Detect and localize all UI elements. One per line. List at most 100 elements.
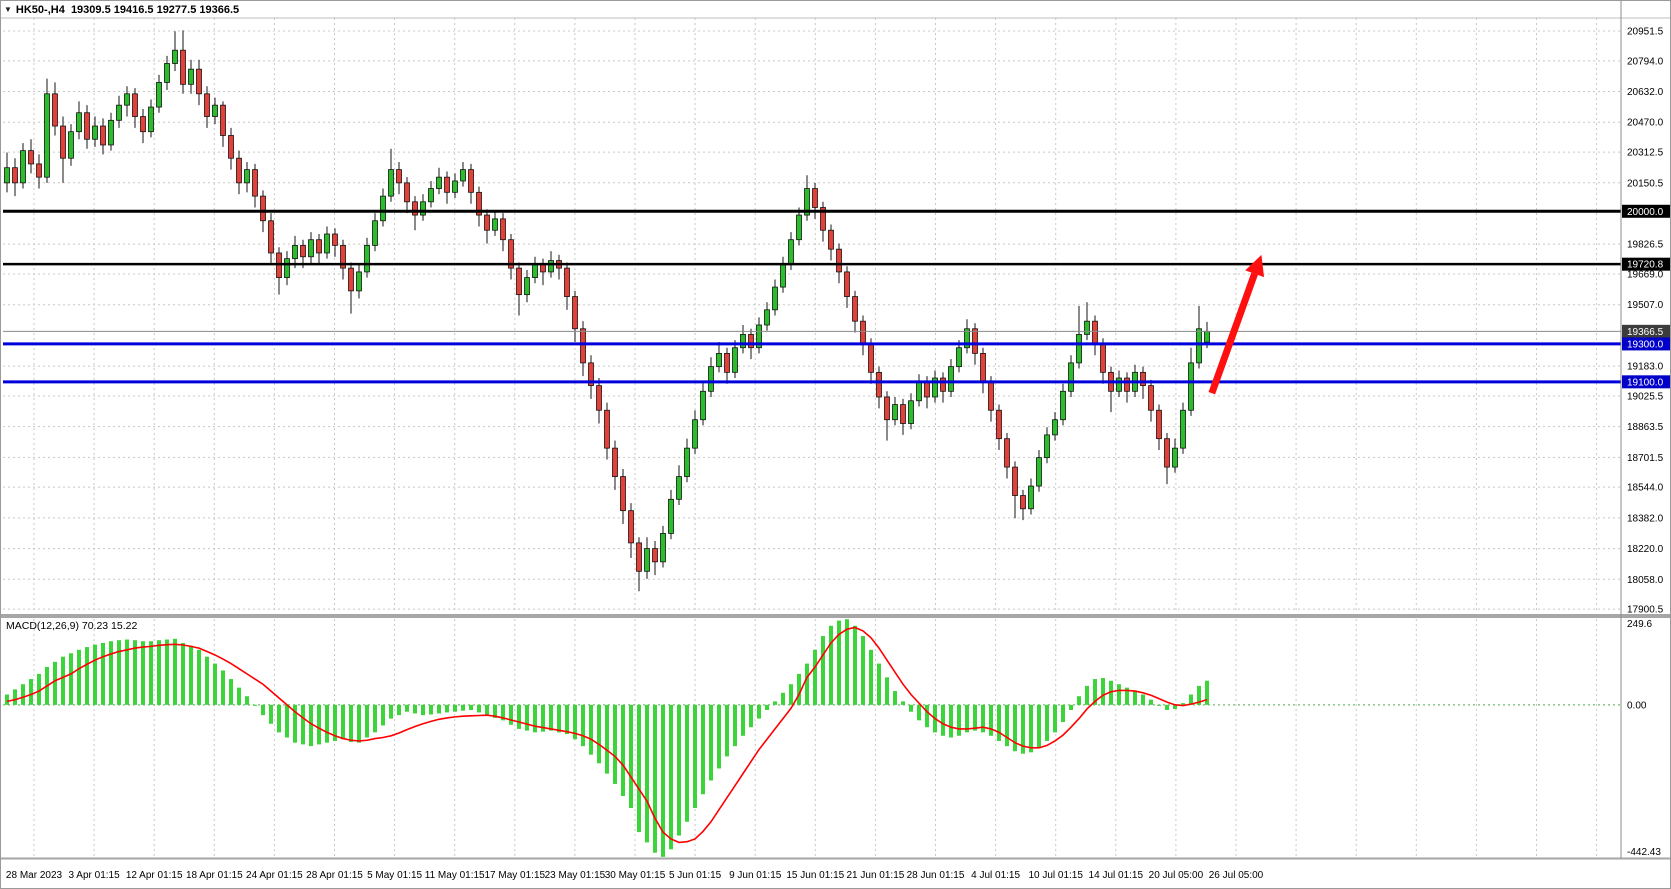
candle-body: [436, 176, 442, 189]
time-scale[interactable]: 28 Mar 2023 3 Apr 01:15 12 Apr 01:15 18 Apr…: [6, 870, 1264, 881]
macd-histogram-bar: [789, 684, 793, 705]
candle-body: [476, 191, 482, 216]
candle-body: [1068, 362, 1074, 392]
macd-histogram-bar: [837, 620, 841, 705]
macd-histogram-bar: [205, 656, 209, 705]
chart-title-bar: ▼ HK50-,H4 19309.5 19416.5 19277.5 19366…: [4, 3, 239, 17]
candle-body: [28, 150, 34, 165]
candle-body: [972, 328, 978, 354]
time-tick-label: 5 May 01:15: [367, 870, 422, 881]
candle-body: [1020, 495, 1026, 510]
macd-histogram-bar: [1125, 687, 1129, 705]
price-tick-label: 19669.0: [1627, 270, 1664, 281]
candle-body: [1044, 434, 1050, 459]
macd-histogram-bar: [733, 704, 737, 747]
time-tick-label: 24 Apr 01:15: [246, 870, 303, 881]
time-tick-label: 28 Mar 2023: [6, 870, 63, 881]
macd-histogram-bar: [869, 649, 873, 705]
macd-histogram-bar: [1117, 684, 1121, 705]
time-tick-label: 21 Jun 01:15: [846, 870, 904, 881]
macd-histogram-bar: [285, 704, 289, 738]
candle-body: [84, 112, 90, 140]
macd-histogram-bar: [1085, 685, 1089, 705]
candle-body: [1012, 466, 1018, 496]
macd-histogram-bar: [757, 704, 761, 719]
candle-body: [644, 548, 650, 572]
macd-histogram-bar: [1133, 690, 1137, 705]
macd-histogram-bar: [997, 704, 1001, 741]
macd-histogram-bar: [1013, 704, 1017, 752]
candle-body: [500, 218, 506, 241]
macd-histogram-bar: [669, 704, 673, 850]
candle-body: [420, 201, 426, 216]
macd-histogram-bar: [237, 687, 241, 705]
macd-histogram-bar: [749, 704, 753, 728]
macd-histogram-bar: [693, 704, 697, 809]
candle-body: [916, 381, 922, 402]
candle-body: [116, 104, 122, 121]
candle-body: [1164, 438, 1170, 468]
candle-body: [764, 309, 770, 326]
candle-body: [780, 263, 786, 288]
macd-histogram-bar: [853, 625, 857, 705]
macd-histogram-bar: [821, 636, 825, 705]
macd-histogram-bar: [941, 704, 945, 736]
macd-signal-line: [6, 626, 1208, 844]
candle-body: [316, 239, 322, 254]
time-tick-label: 17 May 01:15: [484, 870, 545, 881]
candle-body: [956, 347, 962, 368]
macd-histogram-bar: [1149, 699, 1153, 705]
candle-body: [1204, 330, 1210, 343]
macd-histogram-bar: [949, 704, 953, 738]
pane-splitter[interactable]: [1, 614, 1671, 618]
macd-histogram-bar: [797, 673, 801, 705]
candle-body: [396, 169, 402, 184]
candle-body: [1148, 385, 1154, 411]
macd-histogram-bar: [1189, 694, 1193, 705]
time-tick-label: 30 May 01:15: [605, 870, 666, 881]
candle-body: [196, 68, 202, 95]
candle-body: [252, 169, 258, 197]
candle-body: [148, 106, 154, 133]
candle-body: [1180, 409, 1186, 449]
svg-text:19366.5: 19366.5: [1627, 327, 1664, 338]
macd-histogram-bar: [685, 704, 689, 822]
pane-separators: [1, 1, 1671, 860]
macd-histogram-bar: [1021, 704, 1025, 754]
price-scale[interactable]: 20951.5 20794.0 20632.0 20470.0 20312.5 20150…: [1622, 26, 1671, 616]
candle-body: [876, 371, 882, 398]
candle-body: [428, 188, 434, 203]
macd-histogram-bar: [621, 704, 625, 796]
macd-histogram-bar: [1077, 696, 1081, 705]
symbol-dropdown-icon[interactable]: ▼: [4, 5, 12, 14]
candle-body: [684, 447, 690, 477]
candle-body: [604, 409, 610, 449]
price-badge: 20000.0: [1622, 204, 1670, 218]
candle-body: [172, 49, 178, 64]
macd-histogram-bar: [725, 704, 729, 757]
candle-body: [564, 267, 570, 297]
macd-histogram-bar: [981, 704, 985, 733]
candle-body: [860, 320, 866, 345]
macd-indicator-label: MACD(12,26,9) 70.23 15.22: [6, 620, 138, 632]
price-tick-label: 20150.5: [1627, 178, 1664, 189]
candle-body: [380, 195, 386, 222]
svg-text:19100.0: 19100.0: [1627, 377, 1664, 388]
candle-body: [100, 125, 106, 146]
macd-histogram-bar: [53, 661, 57, 705]
macd-histogram-bar: [365, 704, 369, 738]
macd-histogram-bar: [373, 704, 377, 733]
candle-body: [132, 93, 138, 117]
candle-body: [740, 334, 746, 349]
candle-body: [356, 271, 362, 292]
macd-histogram-bar: [1157, 704, 1161, 706]
time-tick-label: 9 Jun 01:15: [729, 870, 782, 881]
time-tick-label: 26 Jul 05:00: [1209, 870, 1264, 881]
trend-arrow[interactable]: [1208, 254, 1265, 395]
macd-scale[interactable]: 249.6 0.00 -442.43: [1627, 619, 1661, 858]
macd-histogram-bar: [965, 704, 969, 733]
horizontal-lines[interactable]: [3, 209, 1621, 384]
time-tick-label: 28 Jun 01:15: [907, 870, 965, 881]
